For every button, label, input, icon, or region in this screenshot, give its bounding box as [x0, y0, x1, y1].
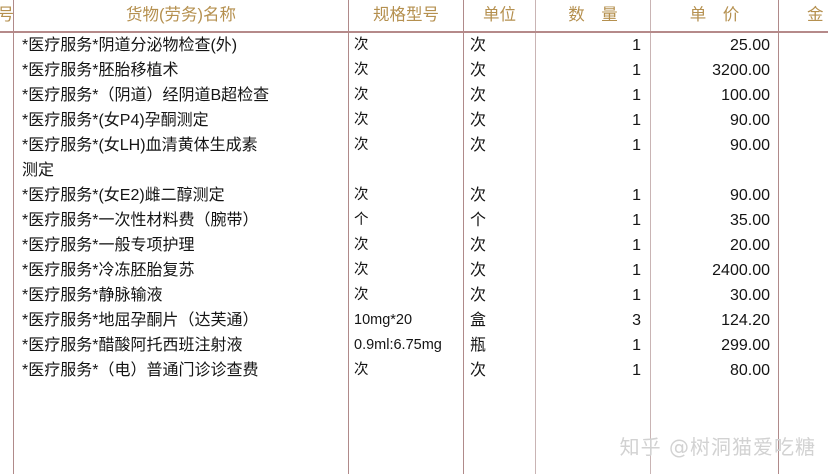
line-item-spec: 次	[354, 262, 369, 278]
table-row: *医疗服务*胚胎移植术 次 次 1 3200.00	[0, 58, 828, 83]
column-header-index: 号	[0, 6, 14, 24]
column-rule-spec	[463, 0, 464, 474]
line-item-unit: 次	[470, 112, 487, 129]
line-item-quantity: 1	[632, 362, 641, 379]
line-item-spec: 个	[354, 212, 369, 228]
line-item-unit-price: 100.00	[721, 87, 770, 104]
table-row: *医疗服务*醋酸阿托西班注射液 0.9ml:6.75mg 瓶 1 299.00	[0, 333, 828, 358]
line-item-unit-price: 299.00	[721, 337, 770, 354]
line-item-quantity: 1	[632, 62, 641, 79]
line-item-name: *医疗服务*（阴道）经阴道B超检查	[22, 87, 270, 104]
line-item-quantity: 1	[632, 262, 641, 279]
line-item-unit-price: 90.00	[729, 137, 770, 154]
line-item-spec: 次	[354, 87, 369, 103]
column-rule-index	[13, 0, 14, 474]
table-row: *医疗服务*（电）普通门诊诊查费 次 次 1 80.00	[0, 358, 828, 383]
line-item-unit-price: 90.00	[729, 112, 770, 129]
line-item-unit-price: 3200.00	[712, 62, 770, 79]
table-body: *医疗服务*阴道分泌物检查(外) 次次 1 25.00 *医疗服务*胚胎移植术次次 1 32…	[0, 33, 828, 383]
column-header-amount: 金	[807, 6, 824, 24]
line-item-name: *医疗服务*（电）普通门诊诊查费	[22, 362, 259, 379]
line-item-name: *医疗服务*地屈孕酮片（达芙通）	[22, 312, 259, 329]
table-row: *医疗服务*一次性材料费（腕带） 个 个 1 35.00	[0, 208, 828, 233]
table-row: *医疗服务*(女LH)血清黄体生成素 测定 次 次 1 90.00	[0, 133, 828, 183]
line-item-unit-price: 80.00	[729, 362, 770, 379]
line-item-spec: 次	[354, 62, 369, 78]
line-item-name: *医疗服务*冷冻胚胎复苏	[22, 262, 195, 279]
table-row: *医疗服务*冷冻胚胎复苏 次 次 1 2400.00	[0, 258, 828, 283]
line-item-unit-price: 2400.00	[712, 262, 770, 279]
line-item-quantity: 1	[632, 212, 641, 229]
line-item-quantity: 1	[632, 137, 641, 154]
line-item-spec: 0.9ml:6.75mg	[354, 337, 442, 353]
line-item-quantity: 1	[632, 337, 641, 354]
line-item-unit-price: 90.00	[729, 187, 770, 204]
line-item-unit: 次	[470, 262, 487, 279]
line-item-name: *医疗服务*一般专项护理	[22, 237, 195, 254]
line-item-unit: 次	[470, 237, 487, 254]
line-item-unit-price: 124.20	[721, 312, 770, 329]
line-item-unit: 次	[470, 87, 487, 104]
column-rule-qty	[650, 0, 651, 474]
line-item-quantity: 1	[632, 112, 641, 129]
line-item-name: *医疗服务*醋酸阿托西班注射液	[22, 337, 243, 354]
column-rule-name	[348, 0, 349, 474]
line-item-unit: 个	[470, 212, 487, 229]
line-item-unit: 次	[470, 137, 487, 154]
line-item-name: *医疗服务*胚胎移植术	[22, 62, 179, 79]
line-item-name: *医疗服务*一次性材料费（腕带）	[22, 212, 259, 229]
line-item-spec: 次	[354, 37, 369, 53]
line-item-spec: 次	[354, 187, 369, 203]
line-item-unit-price: 25.00	[729, 37, 770, 54]
line-item-quantity: 1	[632, 87, 641, 104]
line-item-quantity: 1	[632, 287, 641, 304]
line-item-unit: 次	[470, 62, 487, 79]
table-row: *医疗服务*(女P4)孕酮测定 次 次 1 90.00	[0, 108, 828, 133]
table-row: *医疗服务*静脉输液 次 次 1 30.00	[0, 283, 828, 308]
line-item-unit: 瓶	[470, 337, 487, 354]
line-item-name: *医疗服务*(女E2)雌二醇测定	[22, 187, 225, 204]
line-item-name: *医疗服务*(女LH)血清黄体生成素 测定	[22, 137, 258, 179]
line-item-quantity: 3	[632, 312, 641, 329]
table-row: *医疗服务*地屈孕酮片（达芙通） 10mg*20 盒 3 124.20	[0, 308, 828, 333]
column-header-unit: 单位	[483, 6, 516, 24]
line-item-name: *医疗服务*(女P4)孕酮测定	[22, 112, 209, 129]
header-separator-rule	[0, 31, 828, 33]
line-item-name: *医疗服务*阴道分泌物检查(外)	[22, 37, 238, 54]
line-item-quantity: 1	[632, 237, 641, 254]
line-item-unit: 次	[470, 37, 487, 54]
line-item-unit-price: 35.00	[729, 212, 770, 229]
line-item-unit: 次	[470, 362, 487, 379]
line-item-unit-price: 20.00	[729, 237, 770, 254]
column-header-name: 货物(劳务)名称	[126, 6, 236, 24]
column-header-price: 单 价	[689, 6, 740, 24]
line-item-spec: 次	[354, 362, 369, 378]
column-rule-price	[778, 0, 779, 474]
line-item-unit: 次	[470, 287, 487, 304]
column-header-qty: 数 量	[568, 6, 618, 24]
line-item-spec: 10mg*20	[354, 312, 413, 328]
line-item-spec: 次	[354, 112, 369, 128]
line-item-quantity: 1	[632, 187, 641, 204]
line-item-unit: 盒	[470, 312, 487, 329]
column-rule-unit	[535, 0, 536, 474]
line-item-quantity: 1	[632, 37, 641, 54]
table-row: *医疗服务*(女E2)雌二醇测定 次 次 1 90.00	[0, 183, 828, 208]
line-item-unit: 次	[470, 187, 487, 204]
table-header-row: 号 货物(劳务)名称 规格型号 单位 数 量 单 价 金	[0, 0, 828, 31]
table-row: *医疗服务*（阴道）经阴道B超检查 次 次 1 100.00	[0, 83, 828, 108]
line-item-name: *医疗服务*静脉输液	[22, 287, 163, 304]
line-item-spec: 次	[354, 237, 369, 253]
column-header-spec: 规格型号	[373, 6, 439, 24]
line-item-unit-price: 30.00	[729, 287, 770, 304]
line-item-spec: 次	[354, 137, 369, 153]
line-item-spec: 次	[354, 287, 369, 303]
table-row: *医疗服务*一般专项护理 次 次 1 20.00	[0, 233, 828, 258]
table-row: *医疗服务*阴道分泌物检查(外) 次 次 1 25.00	[0, 33, 828, 58]
